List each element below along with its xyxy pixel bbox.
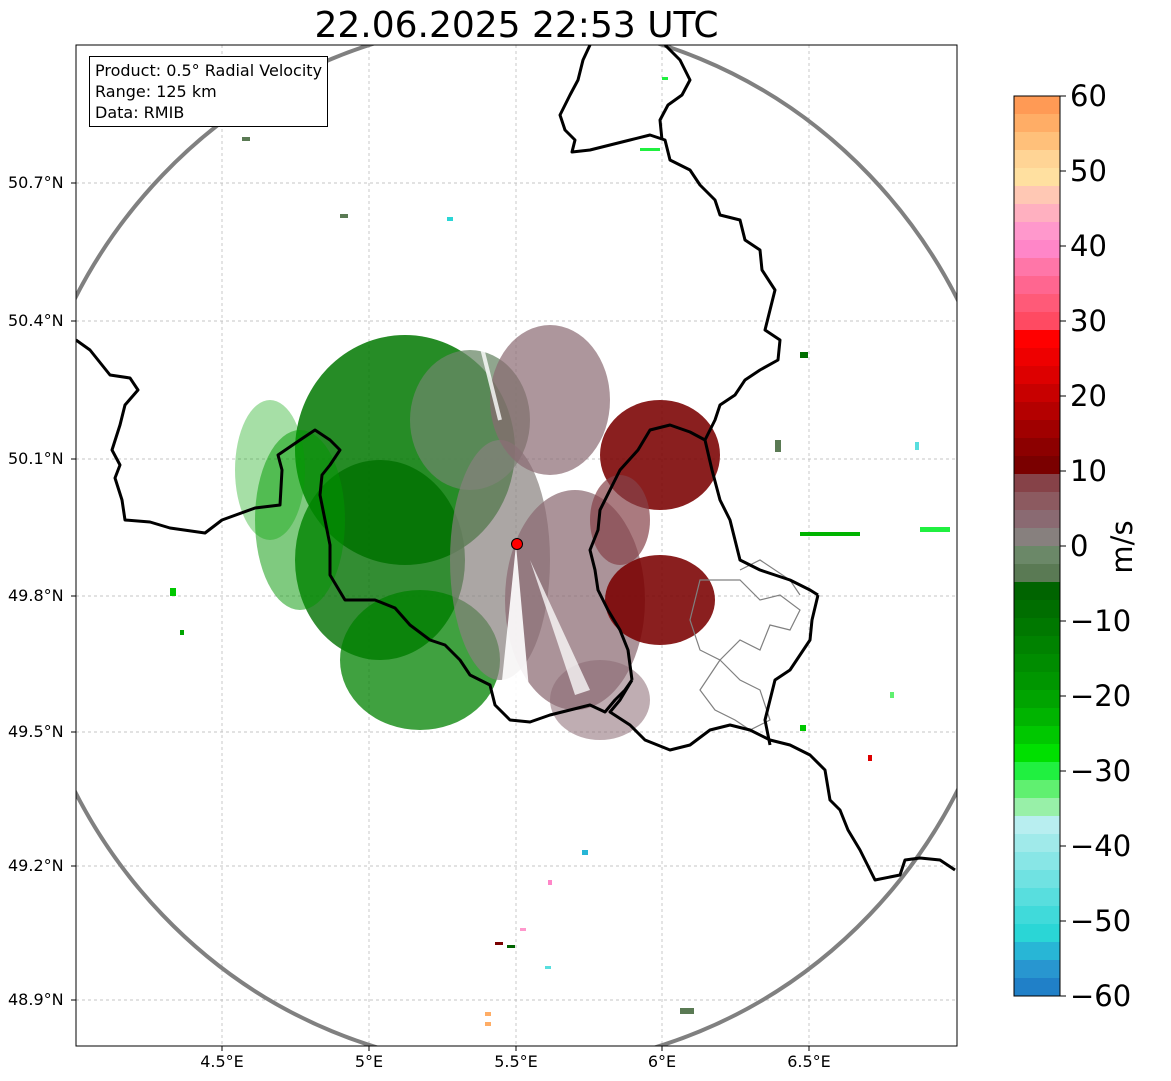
lon-tick-label: 6°E — [647, 1052, 677, 1071]
colorbar-tick-label: −20 — [1070, 679, 1132, 713]
national-borders — [76, 45, 956, 882]
colorbar-tick-label: 50 — [1070, 154, 1107, 188]
lat-tick-label: 49.5°N — [8, 722, 64, 741]
lat-tick-label: 49.8°N — [8, 586, 64, 605]
echo-beam-gaps — [468, 299, 590, 700]
radar-site-marker — [511, 538, 523, 550]
colorbar-tick-label: −60 — [1070, 979, 1132, 1013]
chart-title: 22.06.2025 22:53 UTC — [314, 5, 719, 46]
colorbar-tick-label: −40 — [1070, 829, 1132, 863]
velocity-echoes — [170, 77, 950, 1026]
colorbar-tick-label: 0 — [1070, 529, 1089, 563]
lat-tick-label: 49.2°N — [8, 856, 64, 875]
colorbar-tick-label: 60 — [1070, 79, 1107, 113]
info-product: Product: 0.5° Radial Velocity — [95, 61, 323, 80]
colorbar-tick-label: 40 — [1070, 229, 1107, 263]
colorbar-unit-label: m/s — [1105, 520, 1139, 574]
colorbar — [1013, 95, 1066, 997]
info-box: Product: 0.5° Radial Velocity Range: 125… — [89, 56, 329, 127]
info-source: Data: RMIB — [95, 103, 185, 122]
colorbar-tick-label: 30 — [1070, 304, 1107, 338]
colorbar-tick-label: −50 — [1070, 904, 1132, 938]
lon-tick-label: 4.5°E — [200, 1052, 244, 1071]
lat-tick-label: 50.4°N — [8, 311, 64, 330]
map-area — [76, 45, 957, 1046]
colorbar-bar — [1014, 96, 1060, 996]
info-range: Range: 125 km — [95, 82, 217, 101]
colorbar-tick-label: −10 — [1070, 604, 1132, 638]
tick-marks — [71, 182, 810, 1051]
colorbar-tick-label: 10 — [1070, 454, 1107, 488]
lon-tick-label: 5.5°E — [494, 1052, 538, 1071]
lat-tick-label: 50.1°N — [8, 449, 64, 468]
colorbar-tick-label: 20 — [1070, 379, 1107, 413]
lon-tick-label: 6.5°E — [787, 1052, 831, 1071]
echo-scatter-pixels — [170, 77, 950, 1026]
echo-red-east — [590, 400, 720, 645]
lon-tick-label: 5°E — [354, 1052, 384, 1071]
lat-tick-label: 50.7°N — [8, 173, 64, 192]
lat-tick-label: 48.9°N — [8, 990, 64, 1009]
colorbar-tick-label: −30 — [1070, 754, 1132, 788]
